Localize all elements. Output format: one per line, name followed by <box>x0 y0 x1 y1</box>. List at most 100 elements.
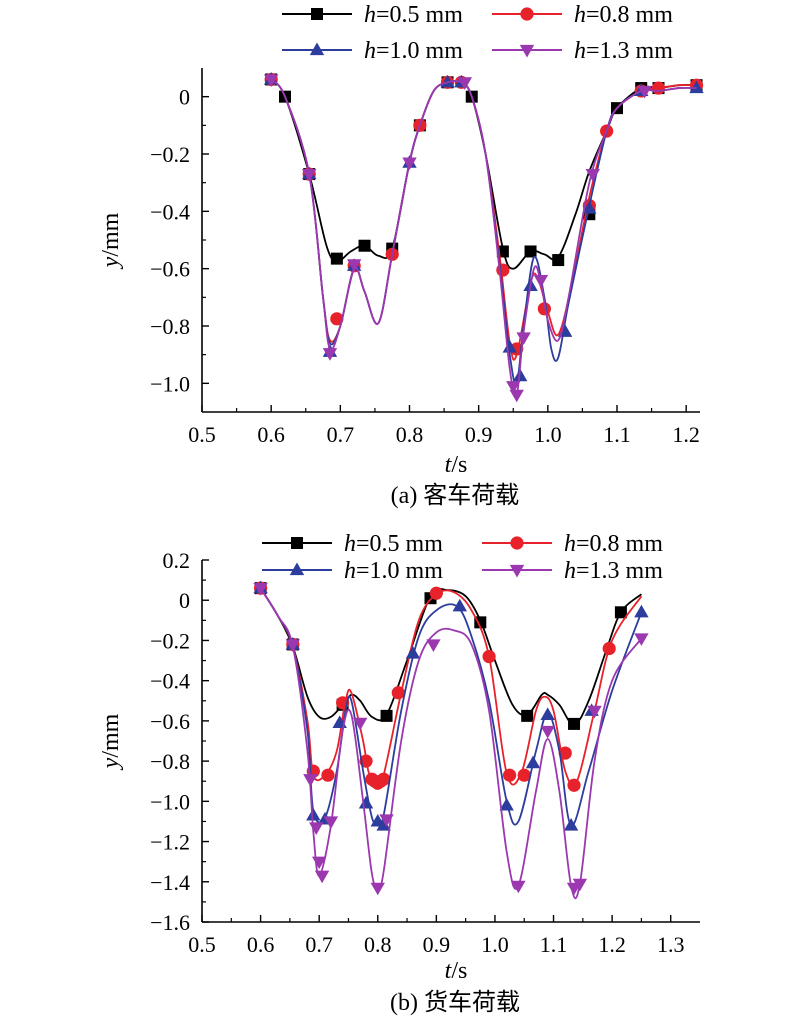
data-point <box>572 878 588 892</box>
data-point <box>457 77 473 90</box>
legend-label: h=1.0 mm <box>344 558 443 584</box>
figure-caption: (a) 客车荷载 <box>391 482 520 509</box>
data-point <box>614 606 627 619</box>
data-point <box>452 598 467 612</box>
data-point <box>558 746 572 760</box>
legend-label: h=0.8 mm <box>574 2 673 28</box>
data-point <box>517 768 531 782</box>
y-tick-label: 0 <box>179 85 190 110</box>
data-point <box>405 646 421 659</box>
data-point <box>322 348 338 361</box>
legend-marker <box>311 8 323 20</box>
y-tick-label: −0.2 <box>150 142 190 167</box>
series-line <box>259 587 643 787</box>
y-tick-label: −1.0 <box>150 371 190 396</box>
y-tick-label: −1.6 <box>150 910 190 935</box>
y-tick-label: −0.8 <box>150 749 190 774</box>
x-tick-label: 0.6 <box>247 932 275 957</box>
y-tick-label: −0.6 <box>150 709 190 734</box>
data-point <box>330 312 344 326</box>
x-tick-label: 1.3 <box>657 932 685 957</box>
data-point <box>391 686 405 700</box>
x-tick-label: 0.5 <box>188 422 216 447</box>
legend-marker <box>520 7 534 21</box>
data-point <box>370 882 385 896</box>
chart-b-truck-load: 0.5 0.6 0.7 0.8 0.9 1.0 1.1 1.2 1.3 0.2 0 −0.2 −0.4 −… <box>98 531 700 1016</box>
data-point <box>540 725 555 739</box>
y-tick-label: −1.0 <box>150 789 190 814</box>
data-point <box>537 302 551 316</box>
legend-label: h=0.8 mm <box>564 531 663 557</box>
data-point <box>323 816 339 829</box>
x-tick-label: 0.5 <box>188 932 216 957</box>
data-point <box>426 639 441 652</box>
data-point <box>303 774 318 787</box>
y-tick-label: −1.4 <box>150 870 190 895</box>
data-point <box>582 200 597 214</box>
series-line <box>259 587 643 900</box>
legend-label: h=0.5 mm <box>364 2 463 28</box>
series-line <box>270 78 697 398</box>
data-point <box>585 168 600 182</box>
x-tick-label: 1.2 <box>598 932 626 957</box>
x-tick-label: 0.7 <box>305 932 333 957</box>
data-point <box>689 80 704 94</box>
legend-label: h=1.0 mm <box>364 38 463 64</box>
data-point <box>253 583 268 596</box>
data-point <box>358 239 371 252</box>
x-axis-title: t/s <box>445 452 468 478</box>
data-point <box>285 639 301 652</box>
data-point <box>330 252 343 265</box>
data-point <box>637 85 652 99</box>
x-tick-label: 0.6 <box>257 422 285 447</box>
data-point <box>358 795 374 809</box>
data-point <box>376 817 391 831</box>
y-tick-label: −1.2 <box>150 830 190 855</box>
figure-caption: (b) 货车荷载 <box>390 989 520 1016</box>
x-tick-label: 0.7 <box>327 422 355 447</box>
x-tick-label: 1.0 <box>481 932 509 957</box>
series-line <box>270 78 697 270</box>
y-tick-label: −0.8 <box>150 314 190 339</box>
legend-marker <box>309 42 325 56</box>
data-point <box>634 604 649 618</box>
x-axis-title: t/s <box>445 958 468 984</box>
x-tick-label: 0.8 <box>396 422 424 447</box>
data-point <box>377 772 391 786</box>
data-point <box>502 768 517 782</box>
x-tick-label: 1.1 <box>603 422 631 447</box>
data-point <box>321 768 335 782</box>
data-point <box>587 705 602 719</box>
x-tick-label: 0.8 <box>364 932 392 957</box>
data-point <box>533 275 549 288</box>
series-line <box>259 587 643 726</box>
y-tick-label: −0.6 <box>150 257 190 282</box>
data-point <box>521 709 534 722</box>
legend-label: h=1.3 mm <box>574 38 673 64</box>
x-tick-label: 1.0 <box>534 422 562 447</box>
data-point <box>440 74 455 88</box>
legend-label: h=0.5 mm <box>344 531 443 557</box>
legend-marker <box>519 44 535 58</box>
data-point <box>314 870 330 884</box>
series-line <box>270 78 697 386</box>
data-point <box>306 807 321 821</box>
data-point <box>524 245 537 258</box>
data-point <box>380 709 393 722</box>
legend-marker <box>291 537 303 549</box>
data-point <box>506 381 521 394</box>
data-point <box>482 649 496 664</box>
data-point <box>499 797 514 811</box>
data-point <box>602 641 616 656</box>
y-axis-title: y/mm <box>98 713 124 770</box>
data-point <box>540 707 555 720</box>
data-point <box>567 778 581 792</box>
data-point <box>502 340 517 353</box>
data-point <box>263 74 279 87</box>
data-point <box>352 717 368 731</box>
y-tick-label: 0 <box>179 588 190 613</box>
data-point <box>563 817 579 831</box>
y-tick-label: −0.2 <box>150 628 190 653</box>
data-point <box>309 822 324 835</box>
